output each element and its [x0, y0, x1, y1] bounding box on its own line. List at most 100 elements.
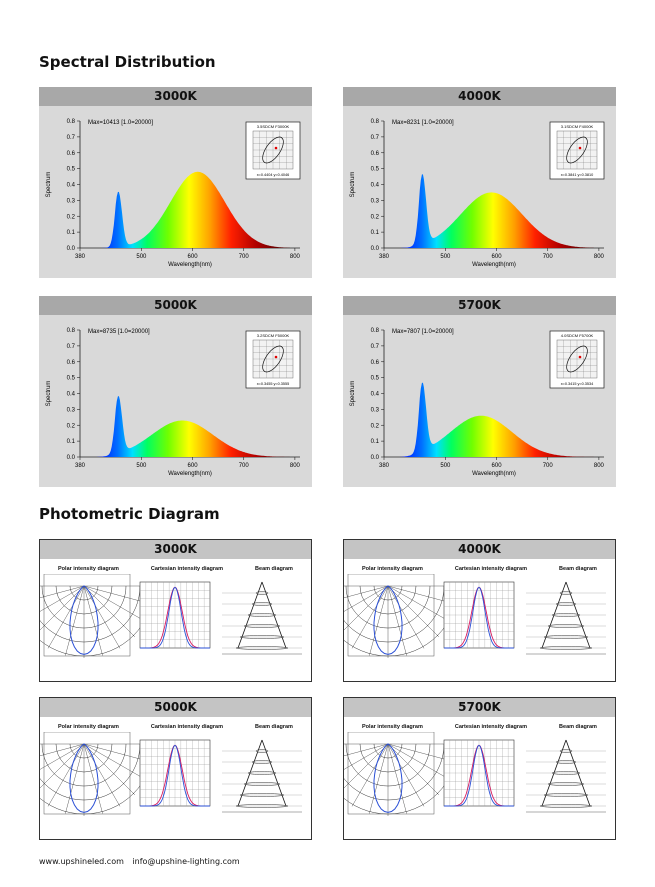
- polar-spoke: [387, 585, 407, 656]
- y-tick-label: 0.3: [67, 407, 76, 413]
- chromaticity-point: [578, 355, 582, 359]
- polar-diagram-label: Polar intensity diagram: [58, 566, 119, 572]
- y-tick-label: 0.3: [371, 407, 380, 413]
- y-tick-label: 0.1: [371, 230, 380, 236]
- y-tick-label: 0.1: [371, 439, 380, 445]
- x-tick-label: 700: [239, 463, 250, 469]
- y-tick-label: 0.0: [371, 246, 380, 252]
- x-tick-label: 600: [492, 463, 503, 469]
- website-link[interactable]: www.upshineled.com: [39, 857, 124, 866]
- polar-spoke: [47, 743, 85, 807]
- y-tick-label: 0.0: [371, 455, 380, 461]
- x-tick-label: 700: [543, 254, 554, 260]
- macadam-ellipse: [262, 136, 284, 164]
- cartesian-diagram-label: Cartesian intensity diagram: [454, 724, 528, 730]
- cie-sdcm-label: 3.1SDCM F4000K: [561, 124, 594, 129]
- polar-curve: [373, 743, 403, 813]
- polar-diagram: [344, 574, 460, 658]
- cartesian-diagram: [139, 739, 211, 807]
- polar-spoke: [40, 585, 85, 598]
- spectral-card-5000k: 5000K 0.8 0.7 0.6 0.5 0.4 0.3 0.2 0.1 0.0 380 500 60…: [39, 296, 312, 487]
- beam-diagram: [222, 739, 302, 813]
- polar-spoke: [40, 743, 85, 789]
- y-tick-label: 0.2: [371, 214, 380, 220]
- polar-spoke: [40, 743, 85, 756]
- y-tick-label: 0.0: [67, 455, 76, 461]
- y-tick-label: 0.8: [371, 328, 380, 334]
- cie-xy-label: x=0.3841 y=0.3810: [561, 173, 594, 177]
- x-tick-label: 380: [379, 463, 390, 469]
- spectral-card-4000k: 4000K 0.8 0.7 0.6 0.5 0.4 0.3 0.2 0.1 0.0 380 500 60…: [343, 87, 616, 278]
- y-tick-label: 0.5: [67, 167, 76, 173]
- polar-spoke: [40, 743, 85, 770]
- cartesian-diagram-label: Cartesian intensity diagram: [454, 566, 528, 572]
- photometric-diagram-title: Photometric Diagram: [39, 505, 220, 523]
- polar-spoke: [344, 585, 389, 631]
- max-label: Max=8231 [1.0=20000]: [392, 120, 454, 126]
- y-tick-label: 0.6: [371, 151, 380, 157]
- y-tick-label: 0.8: [67, 328, 76, 334]
- max-label: Max=8735 [1.0=20000]: [88, 329, 150, 335]
- x-axis-label: Wavelength(nm): [472, 471, 516, 477]
- spectrum-chart: 0.8 0.7 0.6 0.5 0.4 0.3 0.2 0.1 0.0 380 500 600 700 8…: [46, 328, 301, 477]
- photometric-diagrams: [344, 732, 606, 816]
- spectral-distribution-title: Spectral Distribution: [39, 53, 216, 71]
- polar-spoke: [83, 743, 103, 814]
- y-tick-label: 0.4: [67, 183, 76, 189]
- card-title: 5700K: [344, 698, 615, 717]
- y-tick-label: 0.5: [371, 376, 380, 382]
- chromaticity-point: [274, 355, 278, 359]
- polar-ring: [344, 585, 459, 657]
- y-tick-label: 0.5: [67, 376, 76, 382]
- y-tick-label: 0.4: [371, 183, 380, 189]
- card-title: 5700K: [343, 296, 616, 315]
- intensity-curve: [444, 744, 514, 807]
- cartesian-diagram-label: Cartesian intensity diagram: [150, 724, 224, 730]
- macadam-ellipse: [262, 345, 284, 373]
- x-axis-label: Wavelength(nm): [168, 471, 212, 477]
- photometric-card-5700k: 5700K Polar intensity diagram Cartesian in…: [343, 697, 616, 840]
- polar-spoke: [83, 585, 147, 623]
- spectrum-area: [384, 174, 594, 248]
- spectrum-chart: 0.8 0.7 0.6 0.5 0.4 0.3 0.2 0.1 0.0 380 500 600 700 8…: [46, 119, 301, 268]
- x-tick-label: 600: [492, 254, 503, 260]
- email-link[interactable]: info@upshine-lighting.com: [132, 857, 240, 866]
- photometric-card-5000k: 5000K Polar intensity diagram Cartesian in…: [39, 697, 312, 840]
- polar-diagram-label: Polar intensity diagram: [362, 566, 423, 572]
- macadam-ellipse: [566, 136, 588, 164]
- cartesian-diagram: [443, 581, 515, 649]
- x-tick-label: 800: [290, 254, 301, 260]
- cie-xy-label: x=0.3415 y=0.3534: [561, 382, 594, 386]
- polar-curve: [373, 585, 403, 655]
- x-tick-label: 700: [239, 254, 250, 260]
- cie-xy-label: x=0.4404 y=0.4046: [257, 173, 290, 177]
- polar-spoke: [344, 743, 389, 756]
- y-axis-label: Spectrum: [350, 172, 356, 198]
- polar-spoke: [387, 585, 440, 638]
- spectrum-area: [80, 396, 290, 457]
- x-tick-label: 800: [594, 254, 605, 260]
- x-tick-label: 800: [594, 463, 605, 469]
- y-tick-label: 0.6: [371, 360, 380, 366]
- intensity-curve: [140, 586, 210, 649]
- x-tick-label: 380: [75, 254, 86, 260]
- photometric-diagrams: [344, 574, 606, 658]
- beam-diagram-label: Beam diagram: [559, 566, 597, 572]
- polar-spoke: [47, 585, 85, 649]
- cie-sdcm-label: 3.2SDCM F5000K: [257, 333, 290, 338]
- card-title: 5000K: [40, 698, 311, 717]
- y-tick-label: 0.2: [67, 214, 76, 220]
- beam-diagram: [526, 581, 606, 655]
- polar-spoke: [387, 585, 425, 649]
- photometric-diagrams: [40, 574, 302, 658]
- x-tick-label: 600: [188, 254, 199, 260]
- chromaticity-point: [578, 146, 582, 150]
- y-tick-label: 0.5: [371, 167, 380, 173]
- x-tick-label: 500: [440, 463, 451, 469]
- y-tick-label: 0.1: [67, 230, 76, 236]
- macadam-ellipse: [566, 345, 588, 373]
- y-tick-label: 0.4: [371, 392, 380, 398]
- cartesian-diagram: [443, 739, 515, 807]
- card-title: 5000K: [39, 296, 312, 315]
- spectrum-area: [80, 171, 290, 248]
